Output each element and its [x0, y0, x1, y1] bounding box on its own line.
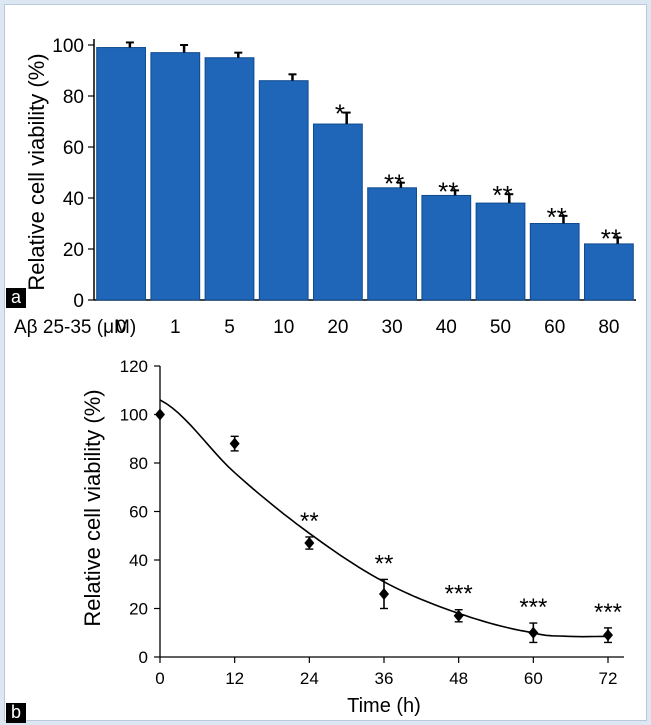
b-data-point [379, 587, 389, 600]
a-bar [313, 123, 363, 301]
b-x-tick-label: 72 [599, 669, 618, 688]
a-bar [258, 80, 309, 301]
b-significance-label: *** [445, 581, 473, 608]
b-y-tick-label: 120 [120, 357, 148, 376]
a-category-label: 30 [382, 317, 403, 338]
b-x-axis-label: Time (h) [347, 695, 421, 717]
a-category-label: 20 [327, 317, 348, 338]
b-data-point [453, 609, 464, 622]
b-y-tick-label: 80 [129, 454, 148, 473]
a-bar [421, 194, 472, 301]
b-x-tick-label: 24 [300, 669, 319, 688]
a-significance-label: * [335, 99, 345, 129]
a-category-label: 40 [436, 317, 457, 338]
a-bar [475, 202, 526, 301]
a-category-label: 5 [224, 317, 235, 338]
panel-label-b: b [6, 703, 26, 723]
b-data-point [229, 437, 240, 450]
a-y-tick-label: 80 [63, 87, 84, 108]
a-bar [96, 47, 146, 301]
a-category-label: 0 [116, 317, 127, 338]
b-significance-label: *** [519, 594, 547, 621]
b-x-tick-label: 36 [375, 669, 394, 688]
a-bar [150, 52, 201, 301]
a-significance-label: ** [492, 180, 512, 210]
a-bar [529, 223, 580, 301]
a-bar [367, 187, 417, 301]
b-x-tick-label: 48 [449, 669, 468, 688]
b-x-tick-label: 60 [524, 669, 543, 688]
b-data-point [155, 408, 165, 421]
a-y-tick-label: 100 [52, 36, 84, 57]
a-x-axis-label: Aβ 25-35 (μM) [14, 317, 136, 338]
b-significance-label: *** [594, 599, 622, 626]
b-significance-label: ** [300, 508, 319, 535]
a-significance-label: ** [547, 202, 567, 232]
b-y-axis-label: Relative cell viability (%) [80, 389, 105, 626]
a-category-label: 80 [598, 317, 619, 338]
b-y-tick-label: 40 [129, 551, 148, 570]
a-bar [584, 243, 634, 301]
panel-label-a: a [6, 288, 26, 308]
b-y-tick-label: 60 [129, 503, 148, 522]
a-category-label: 50 [490, 317, 511, 338]
a-y-tick-label: 20 [63, 240, 84, 261]
a-y-tick-label: 0 [73, 291, 84, 312]
a-y-axis-label: Relative cell viability (%) [24, 53, 49, 290]
a-y-tick-label: 40 [63, 189, 84, 210]
b-y-tick-label: 100 [120, 406, 148, 425]
a-bar [204, 57, 255, 301]
b-data-point [304, 537, 315, 550]
b-data-point [528, 626, 539, 639]
a-significance-label: ** [384, 169, 404, 199]
a-y-tick-label: 60 [63, 138, 84, 159]
b-y-tick-label: 0 [139, 648, 148, 667]
a-category-label: 1 [170, 317, 181, 338]
b-significance-label: ** [375, 550, 394, 577]
b-x-tick-label: 12 [225, 669, 244, 688]
a-category-label: 10 [273, 317, 294, 338]
a-significance-label: ** [601, 224, 621, 254]
b-y-tick-label: 20 [129, 600, 148, 619]
a-significance-label: ** [438, 176, 458, 206]
b-data-point [603, 629, 613, 642]
b-x-tick-label: 0 [155, 669, 164, 688]
a-category-label: 60 [544, 317, 565, 338]
